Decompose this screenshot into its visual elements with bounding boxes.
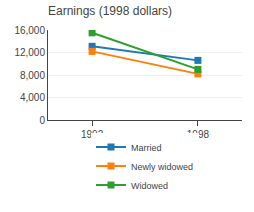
svg-text:0: 0 bbox=[39, 115, 45, 126]
svg-text:Earnings (1998 dollars): Earnings (1998 dollars) bbox=[48, 4, 172, 18]
svg-text:Newly widowed: Newly widowed bbox=[131, 162, 193, 172]
svg-text:12,000: 12,000 bbox=[14, 47, 45, 58]
svg-text:8,000: 8,000 bbox=[20, 70, 45, 81]
svg-text:16,000: 16,000 bbox=[14, 25, 45, 36]
svg-text:Married: Married bbox=[131, 143, 162, 153]
svg-text:4,000: 4,000 bbox=[20, 92, 45, 103]
svg-text:Widowed: Widowed bbox=[131, 181, 168, 191]
